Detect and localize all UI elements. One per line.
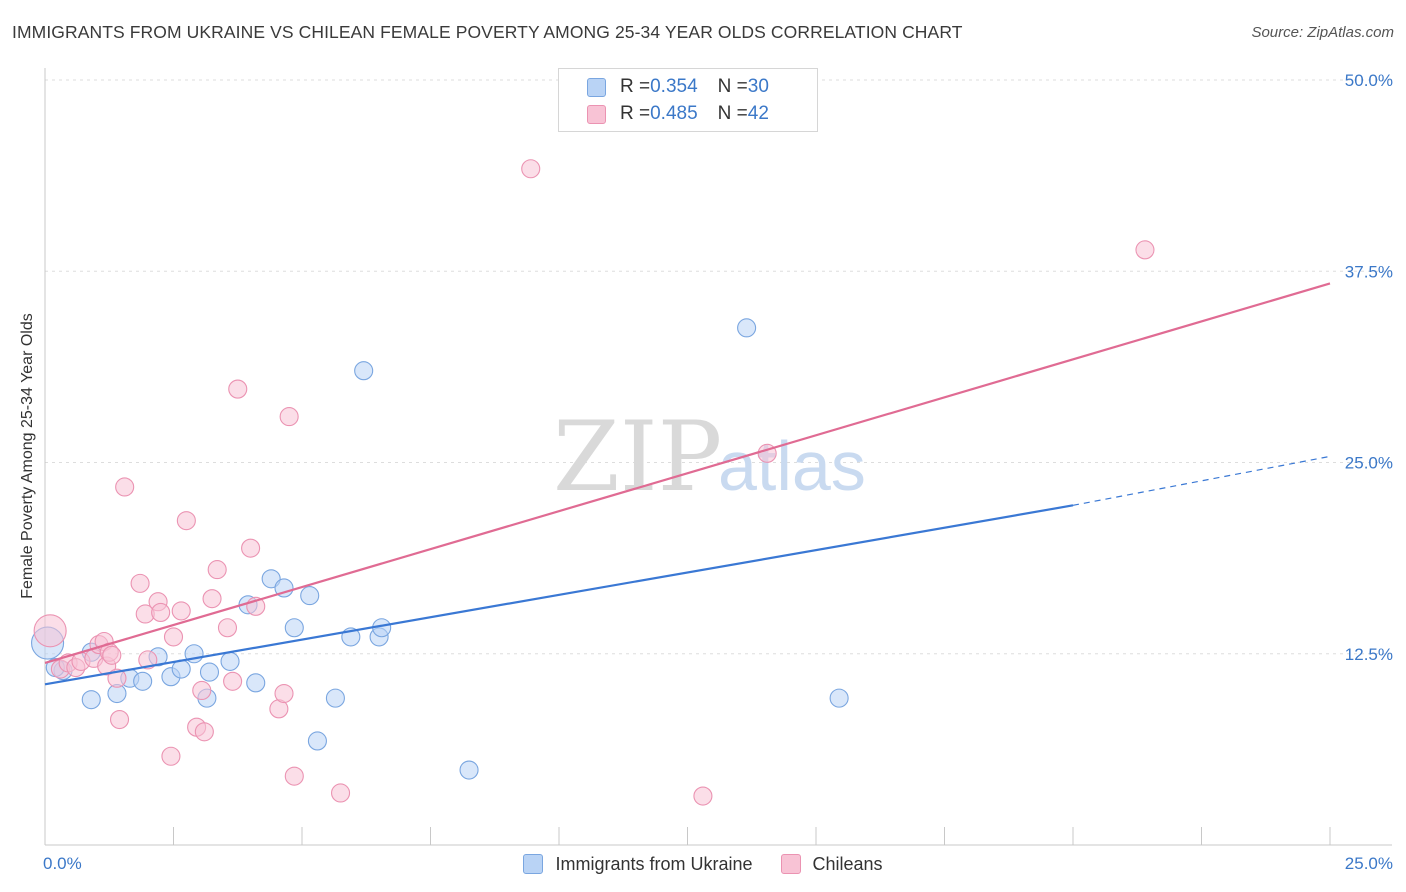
ukraine-point — [354, 361, 374, 381]
series-legend: Immigrants from Ukraine Chileans — [0, 852, 1406, 876]
chileans-point — [274, 683, 294, 704]
axes — [44, 68, 1392, 846]
legend-n-value: 42 — [747, 103, 769, 124]
chileans-point — [223, 671, 243, 691]
chileans-point — [1135, 240, 1155, 260]
chileans-point — [241, 538, 261, 558]
ukraine-point — [325, 688, 345, 708]
tick-labels: 12.5% 25.0% 37.5% 50.0% 0.0% 25.0% — [43, 71, 1393, 873]
x-tick-label: 0.0% — [43, 854, 82, 873]
chileans-point — [207, 560, 227, 580]
y-tick-label: 50.0% — [1345, 71, 1393, 90]
ukraine-point — [81, 690, 101, 710]
chileans-point — [171, 601, 191, 621]
legend-swatch-pink — [780, 854, 801, 874]
ukraine-point — [220, 651, 240, 671]
legend-label-chileans: Chileans — [812, 853, 883, 874]
legend-n-value: 30 — [747, 76, 769, 97]
legend-item-ukraine[interactable]: Immigrants from Ukraine — [523, 853, 753, 875]
chileans-point — [176, 511, 196, 531]
legend-swatch-blue — [587, 77, 606, 97]
chileans-point — [138, 650, 158, 670]
chileans-point — [102, 645, 122, 665]
ukraine-point — [284, 618, 304, 638]
chileans-point — [163, 627, 184, 647]
data-points — [31, 159, 1155, 806]
legend-row-ukraine: R = 0.354 N = 30 — [559, 74, 769, 100]
ukraine-point — [307, 731, 327, 751]
legend-r-value: 0.354 — [650, 76, 698, 97]
watermark-atlas: atlas — [718, 427, 866, 505]
ukraine-point — [274, 578, 294, 598]
legend-n-label: N = — [717, 103, 748, 124]
correlation-legend: R = 0.354 N = 30 R = 0.485 N = 42 — [558, 68, 818, 132]
chileans-trend-line — [44, 282, 1331, 664]
ukraine-point — [737, 318, 757, 338]
y-tick-label: 37.5% — [1345, 262, 1393, 281]
x-tick-label: 25.0% — [1345, 854, 1393, 873]
legend-swatch-pink — [587, 104, 606, 124]
legend-n-label: N = — [717, 76, 748, 97]
chileans-point — [217, 618, 238, 638]
watermark: ZIP atlas — [553, 401, 866, 513]
legend-r-label: R = — [620, 103, 651, 124]
trend-lines — [44, 282, 1331, 686]
ukraine-trend-extension — [1072, 455, 1331, 506]
legend-r-label: R = — [620, 76, 651, 97]
legend-label-ukraine: Immigrants from Ukraine — [555, 853, 753, 874]
y-tick-label: 12.5% — [1345, 645, 1393, 664]
chileans-point — [693, 786, 713, 806]
legend-row-chileans: R = 0.485 N = 42 — [559, 101, 769, 127]
chileans-point — [202, 589, 222, 609]
ukraine-point — [829, 688, 849, 708]
source-label: Source: ZipAtlas.com — [1251, 24, 1394, 41]
watermark-zip: ZIP — [553, 401, 722, 513]
legend-item-chileans[interactable]: Chileans — [780, 853, 883, 875]
chileans-point — [33, 614, 67, 648]
chileans-point — [228, 379, 248, 399]
chileans-point — [161, 746, 181, 766]
legend-swatch-blue — [523, 854, 544, 874]
chileans-point — [151, 602, 171, 622]
chileans-point — [109, 709, 130, 730]
ukraine-point — [300, 586, 320, 606]
chileans-point — [115, 477, 135, 497]
ukraine-point — [246, 673, 266, 693]
chileans-point — [194, 722, 214, 742]
chileans-point — [130, 573, 150, 593]
ukraine-point — [199, 662, 220, 682]
ukraine-point — [459, 760, 479, 780]
chart-title: IMMIGRANTS FROM UKRAINE VS CHILEAN FEMAL… — [12, 22, 963, 42]
chileans-point — [192, 680, 212, 701]
y-tick-label: 25.0% — [1345, 454, 1393, 473]
chileans-point — [284, 766, 304, 786]
chileans-point — [107, 668, 127, 688]
ukraine-trend-line — [44, 504, 1074, 686]
ukraine-point — [133, 671, 153, 691]
ukraine-point — [261, 569, 281, 589]
chileans-point — [279, 407, 299, 427]
chileans-point — [330, 783, 351, 803]
chileans-point — [521, 159, 541, 179]
grid-lines — [45, 79, 1392, 655]
legend-r-value: 0.485 — [650, 103, 698, 124]
